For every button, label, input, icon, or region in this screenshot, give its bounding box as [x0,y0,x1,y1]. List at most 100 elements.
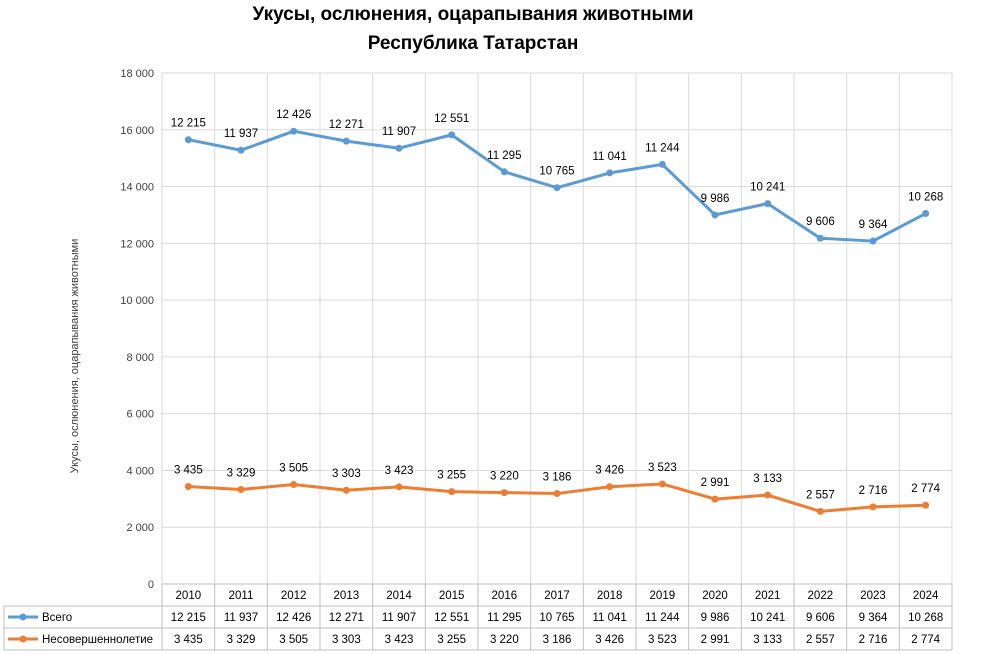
data-label: 10 241 [750,182,785,194]
table-cell: 3 505 [279,634,308,646]
data-table: 2010 2011 2012 2013 2014 2015 2016 2017 2018 2019… [3,583,953,651]
legend-key-marker [19,613,27,621]
data-point [922,501,930,509]
table-cell: 11 937 [224,612,258,624]
table-cell: 12 551 [434,612,469,624]
table-cell: 11 244 [645,612,680,624]
table-cell: 11 041 [593,612,627,624]
x-tick-label: 2021 [755,590,781,602]
data-point [922,210,930,218]
data-point [290,480,298,488]
table-cell: 11 295 [487,612,521,624]
data-point [658,480,666,488]
x-tick-label: 2018 [597,590,623,602]
legend-label: Всего [42,612,72,624]
x-tick-label: 2013 [334,590,360,602]
data-label: 2 774 [911,483,940,495]
table-cell: 3 303 [332,634,361,646]
x-tick-label: 2016 [492,590,518,602]
data-label: 9 606 [806,216,835,228]
data-point [500,489,508,497]
data-point [342,486,350,494]
data-label: 12 215 [171,118,206,130]
table-cell: 3 329 [227,634,256,646]
data-label: 3 426 [595,465,624,477]
x-tick-label: 2022 [808,590,834,602]
y-tick-label: 4 000 [126,465,154,477]
data-point [764,491,772,499]
x-tick-label: 2014 [386,590,412,602]
data-labels: 12 215 11 937 12 426 12 271 11 907 12 551 11 2… [171,109,944,501]
data-point [816,234,824,242]
data-label: 3 435 [174,464,203,476]
data-point [606,483,614,491]
data-point [816,507,824,515]
data-label: 11 295 [487,150,521,162]
data-label: 3 255 [437,470,466,482]
table-cell: 2 716 [859,634,888,646]
x-tick-label: 2020 [702,590,728,602]
table-cell: 3 255 [437,634,466,646]
data-label: 12 551 [434,113,469,125]
x-tick-label: 2010 [176,590,202,602]
data-label: 9 986 [701,193,730,205]
y-axis-ticks: 0 2 000 4 000 6 000 8 000 10 000 12 000 14 000 1… [120,68,154,591]
data-label: 3 505 [279,462,308,474]
y-tick-label: 14 000 [120,182,154,194]
data-point [395,144,403,152]
data-label: 9 364 [859,219,888,231]
table-cell: 10 241 [750,612,785,624]
chart-subtitle: Республика Татарстан [368,33,579,54]
data-label: 11 907 [382,126,416,138]
table-cell: 12 271 [329,612,364,624]
data-label: 3 329 [227,467,256,479]
data-point [184,136,192,144]
table-cell: 3 220 [490,634,519,646]
data-label: 3 133 [753,473,782,485]
data-label: 10 765 [539,166,574,178]
table-cell: 9 986 [701,612,730,624]
y-tick-label: 2 000 [126,522,154,534]
table-cell: 9 364 [859,612,888,624]
data-label: 2 991 [701,477,730,489]
table-cell: 3 423 [385,634,414,646]
data-point [290,127,298,135]
y-tick-label: 6 000 [126,409,154,421]
chart-title: Укусы, ослюнения, оцарапывания животными [252,4,693,25]
y-tick-label: 8 000 [126,352,154,364]
data-label: 10 268 [908,192,943,204]
data-point [658,160,666,168]
grid [161,72,953,584]
y-tick-label: 18 000 [120,68,154,80]
data-point [711,211,719,219]
table-cell: 9 606 [806,612,835,624]
table-cell: 3 186 [543,634,572,646]
data-point [869,237,877,245]
data-point [764,200,772,208]
x-tick-label: 2019 [650,590,676,602]
legend-key-marker [19,635,27,643]
data-label: 11 937 [224,128,258,140]
data-label: 12 271 [329,119,364,131]
data-point [237,485,245,493]
data-label: 3 423 [385,465,414,477]
table-cell: 10 268 [908,612,943,624]
table-cell: 3 435 [174,634,203,646]
y-tick-label: 10 000 [120,295,154,307]
data-point [237,146,245,154]
data-point [448,131,456,139]
data-point [869,503,877,511]
table-cell: 11 907 [382,612,416,624]
table-cell: 2 774 [911,634,940,646]
data-label: 12 426 [276,109,311,121]
data-label: 2 557 [806,489,835,501]
data-point [395,483,403,491]
table-cell: 3 133 [753,634,782,646]
x-tick-label: 2012 [281,590,307,602]
table-cell: 3 426 [595,634,624,646]
data-label: 2 716 [859,485,888,497]
data-point [711,495,719,503]
data-point [448,488,456,496]
data-label: 3 186 [543,472,572,484]
